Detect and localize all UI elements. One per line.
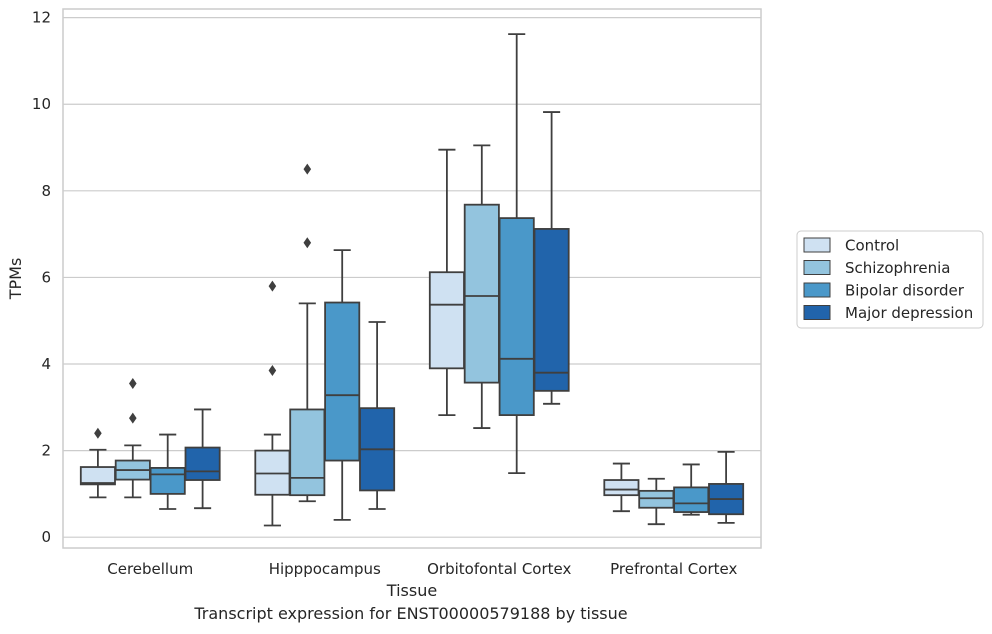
box-body [603,479,640,497]
outlier-point [129,412,137,424]
box-body [289,408,326,497]
y-tick-label: 12 [32,9,51,27]
box-0-1 [114,377,151,499]
box-2-2 [498,33,535,475]
legend-swatch [803,260,831,275]
legend-label: Schizophrenia [845,259,950,277]
plot-frame [62,8,762,549]
y-tick-label: 4 [41,355,51,373]
outlier-point [268,364,277,376]
legend: Control Schizophrenia Bipolar disorder Majo… [796,230,984,329]
box-2-1 [463,144,500,429]
box-3-3 [708,450,745,524]
outlier-point [303,163,312,175]
outlier-point [129,377,137,389]
box-body [428,271,465,370]
box-body [498,217,535,416]
y-tick-label: 0 [41,528,51,546]
box-1-1 [289,163,326,503]
x-tick-label: Hipppocampus [269,560,381,578]
x-tick-label: Cerebellum [107,560,193,578]
box-0-2 [149,433,186,510]
box-0-0 [79,427,116,499]
outlier-point [268,280,277,292]
outlier-point [94,427,102,439]
legend-swatch [803,282,831,298]
y-tick-label: 6 [41,268,51,286]
box-body [79,466,116,486]
y-axis-label: TPMs [6,258,25,301]
x-tick-labels: Cerebellum Hipppocampus Orbitofontal Corte… [107,560,737,578]
box-0-3 [184,408,221,510]
y-tick-label: 10 [32,95,51,113]
gridlines [63,17,761,538]
box-body [533,228,570,392]
box-body [184,446,221,481]
figure-caption: Transcript expression for ENST0000057918… [194,604,628,623]
legend-item: Bipolar disorder [803,282,965,300]
x-tick-label: Prefrontal Cortex [610,560,737,578]
legend-item: Schizophrenia [803,259,950,277]
box-body [673,486,710,513]
box-3-2 [673,463,710,516]
boxes [79,33,745,527]
box-1-0 [254,280,291,527]
y-tick-labels: 0 2 4 6 8 10 12 [32,9,51,547]
box-body [149,467,186,495]
legend-item: Major depression [803,304,973,322]
box-body [324,301,361,462]
legend-frame [796,230,984,329]
legend-item: Control [803,237,899,255]
legend-label: Bipolar disorder [845,282,965,300]
legend-swatch [803,305,831,320]
box-2-0 [428,148,465,416]
box-2-3 [533,111,570,405]
box-body [463,203,500,384]
box-3-1 [638,477,675,526]
y-tick-label: 2 [41,442,51,460]
legend-label: Control [845,237,899,255]
box-1-3 [359,321,396,510]
y-tick-label: 8 [41,182,51,200]
box-body [638,489,675,509]
x-axis-label: Tissue [386,581,437,600]
box-3-0 [603,462,640,513]
x-tick-label: Orbitofontal Cortex [427,560,571,578]
box-1-2 [324,249,361,521]
legend-swatch [803,237,831,253]
legend-label: Major depression [845,304,973,322]
outlier-point [303,237,312,249]
